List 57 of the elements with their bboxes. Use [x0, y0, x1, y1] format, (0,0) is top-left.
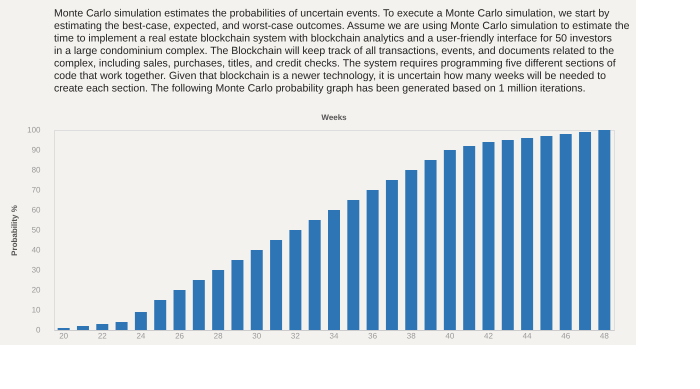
x-tick-label: 26 [175, 332, 185, 340]
x-tick-label: 40 [445, 332, 455, 340]
bar [250, 250, 263, 330]
bar [76, 326, 89, 330]
bar [444, 150, 456, 330]
bar [366, 190, 379, 330]
x-tick-label: 28 [214, 332, 224, 340]
bar [386, 180, 398, 330]
y-tick-label: 0 [36, 326, 42, 334]
bar [502, 140, 514, 330]
y-tick-label: 10 [32, 306, 42, 314]
bar [560, 134, 572, 330]
x-tick-label: 42 [484, 332, 494, 340]
bar [212, 270, 224, 330]
y-tick-label: 40 [32, 246, 42, 254]
x-tick-label: 36 [368, 332, 378, 340]
x-tick-label: 24 [136, 332, 146, 340]
y-axis-title: Probability % [10, 205, 20, 256]
bar [579, 132, 592, 330]
bar [347, 200, 360, 330]
bar [540, 136, 552, 330]
y-tick-label: 70 [32, 186, 42, 194]
x-tick-label: 22 [98, 332, 108, 340]
bar [134, 312, 147, 330]
y-tick-label: 100 [27, 126, 42, 134]
y-tick-label: 90 [32, 146, 42, 154]
bar [116, 322, 128, 330]
y-tick-label: 30 [32, 266, 42, 274]
x-tick-label: 46 [561, 332, 571, 340]
bar [463, 146, 476, 330]
bar [405, 170, 418, 330]
x-tick-label: 30 [252, 332, 262, 340]
x-tick-label: 38 [406, 332, 416, 340]
y-tick-label: 50 [32, 226, 42, 234]
bar [598, 130, 610, 330]
bar [174, 290, 186, 330]
x-axis-title: Weeks [321, 113, 348, 122]
bar [328, 210, 340, 330]
bar [424, 160, 437, 330]
y-tick-label: 80 [32, 166, 42, 174]
bar [308, 220, 321, 330]
bar [231, 260, 244, 330]
y-tick-label: 20 [32, 286, 42, 294]
x-tick-label: 32 [290, 332, 300, 340]
chart-subtitle: Monte Carlo simulation estimates the probabilities of uncertain events. To execute a Monte Carlo simulation, we start by estimating the best-case, expected, and worst-case outcomes. Assume we are using Monte Carlo simulation to estimate the time to implement a real estate blockchain system with blockchain analytics and a user-friendly interface for 50 investors in a large condominium complex. The Blockchain will keep track of all transactions, events, and documents related to the complex, including sales, purchases, titles, and credit checks. The system requires programming five different sections of code that work together. Given that blockchain is a newer technology, it is uncertain how many weeks will be needed to create each section. The following Monte Carlo probability graph has been generated based on 1 million iterations. [54, 8, 630, 94]
x-tick-label: 44 [522, 332, 532, 340]
bar [192, 280, 205, 330]
x-tick-label: 34 [330, 332, 339, 340]
bar [154, 300, 166, 330]
bar [270, 240, 282, 330]
bar [482, 142, 494, 330]
bar [289, 230, 302, 330]
y-tick-label: 60 [32, 206, 42, 214]
x-tick-label: 48 [600, 332, 610, 340]
x-tick-label: 20 [59, 332, 69, 340]
bar [96, 324, 108, 330]
bar [521, 138, 534, 330]
